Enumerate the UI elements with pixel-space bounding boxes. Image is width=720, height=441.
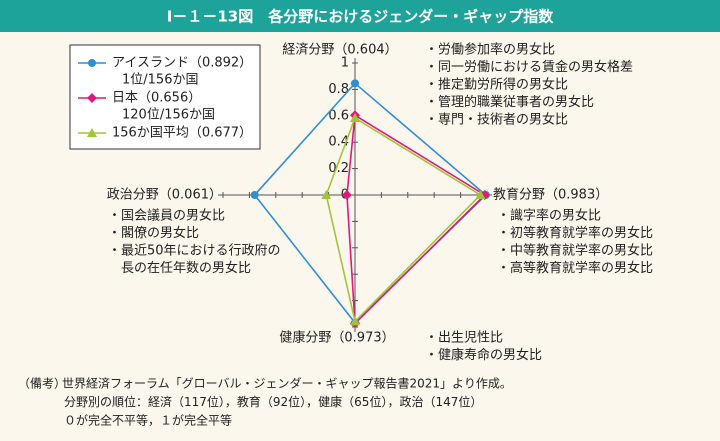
axis-item: ・国会議員の男女比 (108, 208, 225, 224)
axis-item: ・推定勤労所得の男女比 (425, 77, 568, 93)
footnote-label: （備考） (18, 376, 66, 391)
axis-item: ・最近50年における行政府の (108, 244, 281, 259)
axis-item: ・労働参加率の男女比 (425, 42, 555, 58)
footnote-line: ０が完全不平等，１が完全平等 (64, 413, 232, 428)
axis-item: ・管理的職業従事者の男女比 (425, 94, 594, 110)
axis-label: 政治分野（0.061） (107, 188, 222, 203)
axis-label: 経済分野（0.604） (282, 42, 397, 58)
title-bar (0, 0, 720, 32)
axis-label: 教育分野（0.983） (493, 187, 608, 203)
tick-label: 0.2 (328, 161, 349, 176)
data-point (321, 190, 332, 199)
tick-label: 1 (341, 56, 349, 71)
footnote-line: 世界経済フォーラム「グローバル・ジェンダー・ギャップ報告書2021」より作成。 (62, 376, 512, 391)
series-line (346, 113, 487, 326)
legend-label: 日本（0.656） (112, 91, 201, 106)
axis-item: ・専門・技術者の男女比 (425, 112, 568, 128)
axis-item: ・高等教育就学率の男女比 (497, 260, 653, 276)
axis-item: 長の在任年数の男女比 (108, 260, 251, 276)
axis-item: ・閣僚の男女比 (108, 225, 199, 241)
footnote-line: 分野別の順位：経済（117位），教育（92位），健康（65位），政治（147位） (64, 394, 482, 409)
data-point (351, 79, 359, 88)
legend-label: アイスランド（0.892） (112, 56, 252, 71)
legend-marker (88, 59, 96, 67)
axis-label: 健康分野（0.973） (279, 330, 394, 346)
axis-item: ・同一労働における賃金の男女格差 (425, 59, 633, 75)
data-point (250, 191, 259, 199)
data-point (350, 113, 360, 123)
tick-label: 0.6 (328, 108, 349, 123)
axis-item: ・出生児性比 (425, 331, 503, 346)
legend-note: 1位/156か国 (122, 73, 198, 88)
legend-marker (87, 128, 97, 137)
axis-item: ・健康寿命の男女比 (425, 347, 542, 363)
legend-label: 156か国平均（0.677） (112, 126, 252, 141)
tick-label: 0.8 (328, 82, 349, 97)
series-line (325, 116, 482, 323)
data-point (341, 190, 352, 200)
data-point (350, 316, 360, 326)
data-point (475, 190, 486, 199)
legend-note: 120位/156か国 (122, 108, 215, 123)
legend-marker (87, 93, 97, 103)
axis-item: ・初等教育就学率の男女比 (497, 225, 653, 241)
axis-item: ・識字率の男女比 (497, 208, 601, 224)
axis-item: ・中等教育就学率の男女比 (497, 243, 653, 259)
chart-title: Ⅰ－１－13図 各分野におけるジェンダー・ギャップ指数 (167, 8, 554, 26)
